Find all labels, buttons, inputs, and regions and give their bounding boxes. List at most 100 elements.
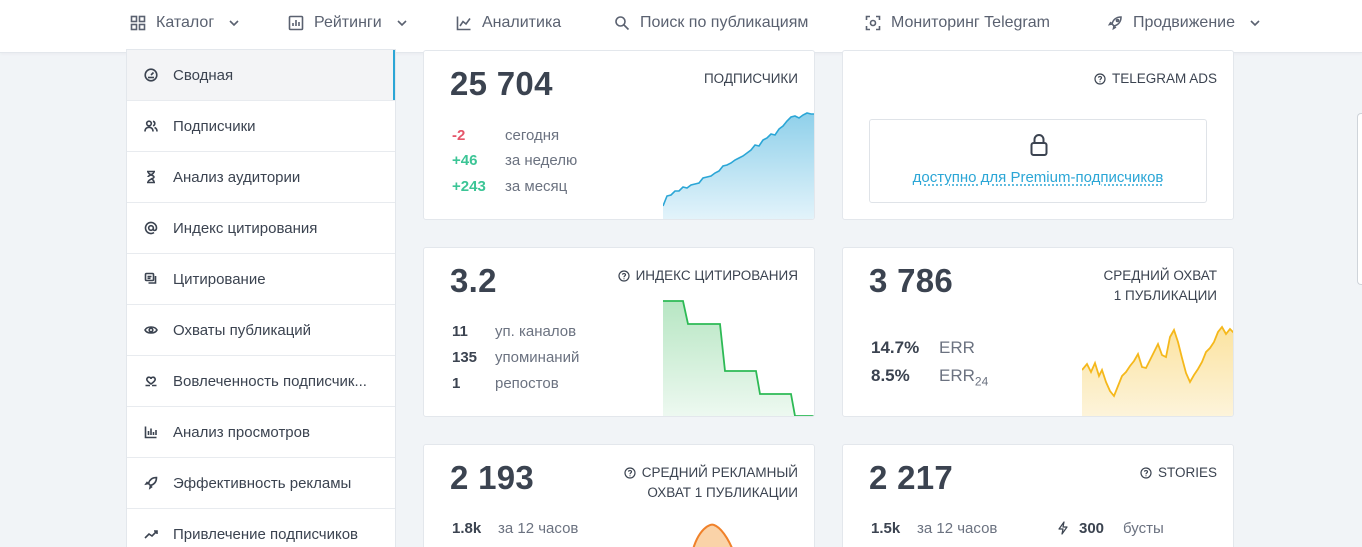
citation-index-card[interactable]: 3.2 ИНДЕКС ЦИТИРОВАНИЯ 11 уп. каналов 13… [423,247,815,417]
side-panel-handle[interactable] [1357,113,1362,285]
sidebar-item-reach[interactable]: Охваты публикаций [127,305,395,356]
subscribers-week-label: за неделю [505,152,578,169]
card-title-line1: СРЕДНИЙ РЕКЛАМНЫЙ [641,465,798,480]
dashboard-icon [144,68,158,82]
subscribers-sparkline [663,112,814,219]
sidebar-item-engagement[interactable]: Вовлеченность подписчик... [127,356,395,407]
stories-title: STORIES [1140,463,1217,483]
card-title-text: ИНДЕКС ЦИТИРОВАНИЯ [635,268,798,283]
nav-ratings-label: Рейтинги [314,14,382,31]
lock-icon [1030,134,1048,156]
chevron-down-icon [229,20,239,27]
rocket-icon [1107,16,1122,31]
nav-catalog[interactable]: Каталог [130,0,240,46]
sidebar-item-label: Анализ просмотров [173,423,310,441]
help-icon[interactable] [617,270,630,282]
quote-icon [144,272,157,284]
hourglass-icon [147,170,155,184]
nav-analytics-label: Аналитика [482,14,562,31]
ratings-icon [288,15,304,31]
ad-reach-title: СРЕДНИЙ РЕКЛАМНЫЙ ОХВАТ 1 ПУБЛИКАЦИИ [624,463,798,503]
sidebar-item-label: Подписчики [173,117,256,135]
boosts-label: бусты [1123,520,1164,537]
err24-subscript: 24 [974,374,989,389]
users-icon [144,120,158,132]
sidebar: Сводная Подписчики Анализ аудитории Инде… [126,49,396,547]
ad-reach-value: 2 193 [450,459,535,496]
sidebar-item-subscribers[interactable]: Подписчики [127,101,395,152]
subscribers-week-value: +46 [452,152,478,169]
nav-catalog-label: Каталог [156,14,215,31]
sidebar-item-label: Цитирование [173,270,266,288]
card-title-line2: 1 ПУБЛИКАЦИИ [1113,288,1217,303]
sidebar-item-label: Вовлеченность подписчик... [173,372,367,390]
nav-promotion-label: Продвижение [1133,14,1235,31]
average-reach-value: 3 786 [869,262,954,299]
citation-mentions-label: упоминаний [495,349,580,366]
bar-chart-icon [144,426,157,439]
nav-promotion[interactable]: Продвижение [1107,0,1261,46]
chevron-down-icon [397,20,407,27]
subscribers-today-value: -2 [452,127,466,144]
citation-sparkline [663,300,814,416]
help-icon[interactable] [1094,73,1106,85]
sidebar-item-label: Охваты публикаций [173,321,312,339]
trend-icon [144,530,158,539]
chevron-down-icon [1250,20,1260,27]
sidebar-item-label: Индекс цитирования [173,219,318,237]
card-title-text: STORIES [1157,465,1217,480]
lightning-icon [1058,521,1068,535]
analytics-icon [456,16,471,31]
ad-reach-12h-label: за 12 часов [498,520,579,537]
err-value: 14.7% [871,338,920,357]
nav-search-publications[interactable]: Поиск по публикациям [614,0,808,46]
sidebar-item-citation-index[interactable]: Индекс цитирования [127,203,395,254]
average-reach-title: СРЕДНИЙ ОХВАТ 1 ПУБЛИКАЦИИ [1104,266,1217,306]
nav-monitoring[interactable]: Мониторинг Telegram [865,0,1050,46]
sidebar-item-summary[interactable]: Сводная [127,50,395,101]
card-title-line1: СРЕДНИЙ ОХВАТ [1103,268,1217,283]
citation-index-value: 3.2 [450,262,497,299]
card-title-text: TELEGRAM ADS [1111,71,1217,86]
boosts-value: 300 [1079,520,1105,537]
citation-channels-value: 11 [452,323,468,340]
reach-sparkline [1082,325,1233,416]
sidebar-item-label: Сводная [173,66,234,84]
subscribers-count: 25 704 [450,65,553,102]
ad-reach-card[interactable]: 2 193 СРЕДНИЙ РЕКЛАМНЫЙ ОХВАТ 1 ПУБЛИКАЦ… [423,444,815,547]
card-title-text: ПОДПИСЧИКИ [703,71,798,86]
top-navigation: Каталог Рейтинги Аналитика Поиск по публ… [0,0,1362,53]
premium-lock-box: доступно для Premium-подписчиков [869,119,1207,203]
subscribers-card[interactable]: 25 704 ПОДПИСЧИКИ -2 сегодня +46 за неде… [423,50,815,220]
nav-ratings[interactable]: Рейтинги [288,0,408,46]
stories-value: 2 217 [869,459,954,496]
help-icon[interactable] [1140,467,1152,479]
sidebar-item-views[interactable]: Анализ просмотров [127,407,395,458]
ad-reach-12h-value: 1.8k [452,520,482,537]
telegram-ads-title: TELEGRAM ADS [1094,69,1217,89]
subscribers-month-label: за месяц [505,178,568,195]
subscribers-title: ПОДПИСЧИКИ [704,69,798,89]
sidebar-item-citations[interactable]: Цитирование [127,254,395,305]
sidebar-item-acquisition[interactable]: Привлечение подписчиков [127,509,395,547]
monitor-icon [865,15,881,31]
nav-analytics[interactable]: Аналитика [456,0,561,46]
sidebar-item-audience[interactable]: Анализ аудитории [127,152,395,203]
stories-card[interactable]: 2 217 STORIES 1.5k за 12 часов 300 бусты [842,444,1234,547]
sidebar-item-ad-efficiency[interactable]: Эффективность рекламы [127,458,395,509]
at-icon [144,221,158,235]
telegram-ads-card: TELEGRAM ADS доступно для Premium-подпис… [842,50,1234,220]
rocket-icon [144,476,158,490]
eye-icon [144,326,158,334]
stories-12h-value: 1.5k [871,520,901,537]
subscribers-month-value: +243 [452,178,486,195]
nav-monitoring-label: Мониторинг Telegram [891,14,1050,31]
grid-icon [130,15,146,31]
citation-index-title: ИНДЕКС ЦИТИРОВАНИЯ [617,266,798,286]
citation-reposts-value: 1 [452,375,461,392]
ad-reach-sparkline [692,523,733,547]
average-reach-card[interactable]: 3 786 СРЕДНИЙ ОХВАТ 1 ПУБЛИКАЦИИ 14.7% E… [842,247,1234,417]
help-icon[interactable] [624,467,636,479]
premium-link[interactable]: доступно для Premium-подписчиков [912,169,1164,186]
sidebar-item-label: Эффективность рекламы [173,474,352,492]
